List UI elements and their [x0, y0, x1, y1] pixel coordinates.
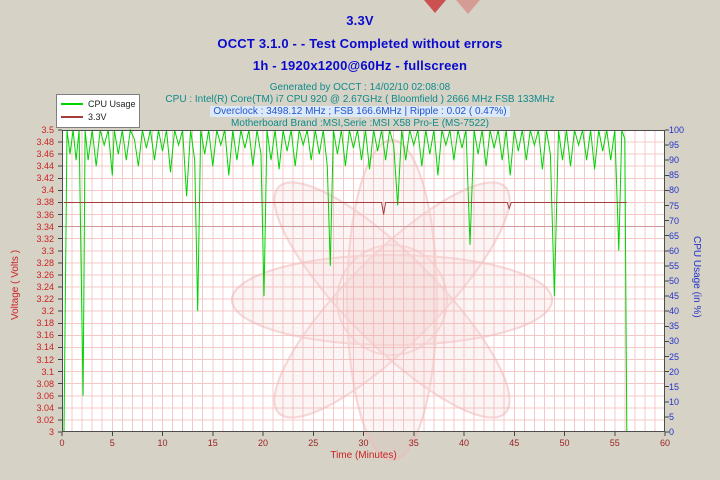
right-tick-label: 5 [669, 411, 675, 422]
left-tick-label: 3.26 [36, 269, 54, 280]
x-tick-label: 15 [207, 438, 218, 448]
test-status-title: OCCT 3.1.0 - - Test Completed without er… [217, 36, 503, 51]
left-tick-label: 3.4 [41, 185, 54, 196]
left-tick-label: 3 [48, 427, 54, 437]
left-tick-label: 3.36 [36, 209, 54, 220]
right-tick-label: 35 [669, 321, 680, 332]
right-tick-label: 50 [669, 276, 680, 286]
left-tick-label: 3.32 [36, 233, 54, 244]
series-cpu-usage [63, 128, 628, 433]
chart-area: 3 3.02 3.04 3.06 3.08 3.1 3.12 3.14 3.16 3.18 3.2 3… [0, 125, 720, 480]
cpu-usage-line-swatch [61, 103, 83, 105]
overclock-info-text: Overclock : 3498.12 MHz ; FSB 166.6MHz |… [210, 106, 510, 117]
legend-item-cpu-usage: CPU Usage [61, 98, 136, 110]
right-tick-label: 70 [669, 215, 680, 226]
right-tick-label: 40 [669, 306, 680, 317]
voltage-line-swatch [61, 116, 83, 118]
right-tick-label: 65 [669, 230, 680, 241]
left-tick-label: 3.14 [36, 342, 54, 353]
legend-item-voltage: 3.3V [61, 111, 107, 123]
left-tick-label: 3.04 [36, 402, 54, 413]
plot-region [58, 128, 669, 461]
right-tick-label: 95 [669, 140, 680, 151]
generated-timestamp: Generated by OCCT : 14/02/10 02:08:08 [269, 82, 451, 93]
x-tick-label: 10 [157, 438, 168, 448]
left-tick-label: 3.06 [36, 390, 54, 401]
right-tick-label: 60 [669, 245, 680, 256]
series-3-3v [64, 202, 627, 215]
right-tick-label: 80 [669, 185, 680, 196]
x-tick-label: 55 [609, 438, 620, 448]
test-config-title: 1h - 1920x1200@60Hz - fullscreen [252, 58, 468, 73]
left-tick-label: 3.16 [36, 330, 54, 341]
right-tick-label: 15 [669, 381, 680, 392]
left-tick-label: 3.02 [36, 414, 54, 425]
x-tick-label: 60 [659, 438, 670, 448]
plot-canvas [58, 128, 669, 461]
left-tick-label: 3.1 [41, 366, 54, 377]
legend: CPU Usage 3.3V [56, 94, 140, 128]
left-tick-label: 3.24 [36, 282, 54, 293]
left-axis-title: Voltage ( Volts ) [10, 249, 21, 320]
x-tick-label: 0 [59, 438, 65, 448]
overclock-info-line: Overclock : 3498.12 MHz ; FSB 166.6MHz |… [0, 106, 720, 117]
left-tick-label: 3.34 [36, 221, 54, 232]
motherboard-info-line: Motherboard Brand :MSI,Serie :MSI X58 Pr… [231, 118, 489, 129]
x-tick-label: 25 [308, 438, 319, 448]
legend-label: 3.3V [88, 112, 107, 122]
left-tick-label: 3.46 [36, 149, 54, 160]
chart-title: 3.3V [346, 13, 374, 28]
left-tick-label: 3.12 [36, 354, 54, 365]
x-tick-label: 45 [509, 438, 520, 448]
left-tick-label: 3.2 [41, 306, 54, 317]
x-tick-label: 5 [109, 438, 115, 448]
right-tick-label: 75 [669, 200, 680, 211]
occt-watermark [231, 139, 553, 461]
right-tick-label: 20 [669, 366, 680, 377]
left-tick-label: 3.28 [36, 257, 54, 268]
left-tick-label: 3.48 [36, 137, 54, 148]
right-tick-label: 30 [669, 336, 680, 347]
right-tick-label: 90 [669, 155, 680, 166]
cpu-info-line: CPU : Intel(R) Core(TM) i7 CPU 920 @ 2.6… [165, 94, 555, 105]
left-tick-label: 3.18 [36, 318, 54, 329]
right-tick-label: 100 [669, 125, 685, 135]
left-tick-label: 3.08 [36, 378, 54, 389]
x-tick-label: 35 [408, 438, 419, 448]
right-tick-label: 0 [669, 427, 675, 437]
left-tick-label: 3.42 [36, 173, 54, 184]
right-tick-label: 85 [669, 170, 680, 181]
right-axis-title: CPU Usage (in %) [691, 236, 702, 318]
x-tick-label: 50 [559, 438, 570, 448]
right-tick-label: 45 [669, 291, 680, 302]
x-tick-label: 30 [358, 438, 369, 448]
x-axis-title: Time (Minutes) [330, 450, 397, 461]
right-tick-label: 25 [669, 351, 680, 362]
left-tick-label: 3.22 [36, 294, 54, 305]
right-tick-label: 10 [669, 396, 680, 407]
x-tick-label: 40 [458, 438, 469, 448]
left-tick-label: 3.5 [41, 125, 54, 135]
left-tick-label: 3.38 [36, 197, 54, 208]
legend-label: CPU Usage [88, 99, 136, 109]
x-tick-label: 20 [257, 438, 268, 448]
left-tick-label: 3.3 [41, 245, 54, 256]
right-tick-label: 55 [669, 260, 680, 271]
left-tick-label: 3.44 [36, 161, 54, 172]
